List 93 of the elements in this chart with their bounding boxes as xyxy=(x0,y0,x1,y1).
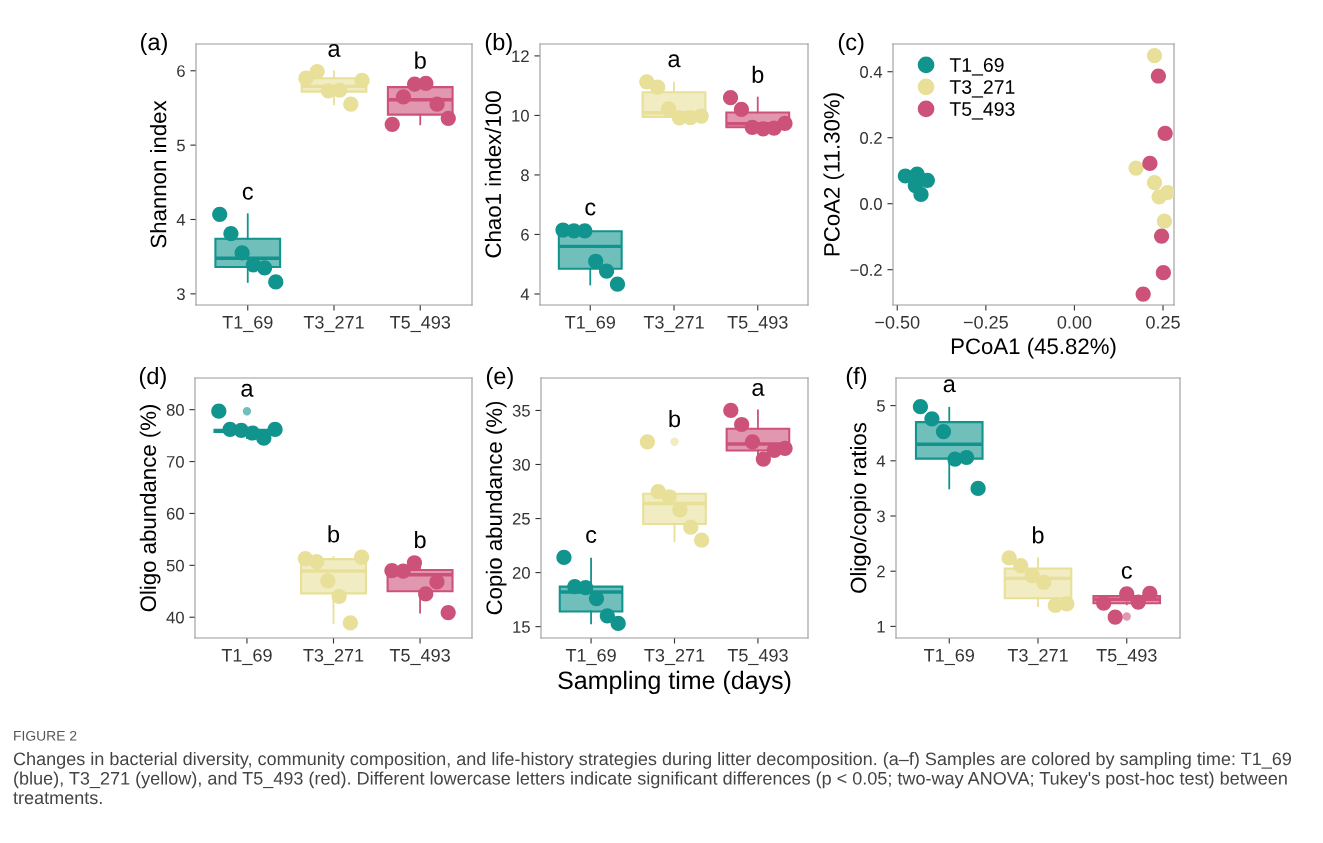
x-tick-label: T5_493 xyxy=(389,648,450,666)
point xyxy=(1128,160,1144,176)
x-tick-label: T5_493 xyxy=(727,648,788,666)
x-tick-label: T3_271 xyxy=(303,648,364,666)
x-tick-label: 0.25 xyxy=(1146,315,1180,329)
y-tick-label: 2 xyxy=(877,565,885,578)
chart-title: (f) xyxy=(846,366,867,389)
x-tick-label: T1_69 xyxy=(565,315,615,333)
y-tick-label: 3 xyxy=(176,288,185,301)
y-tick-label: 3 xyxy=(876,510,885,523)
point xyxy=(1135,286,1151,302)
annotation: c xyxy=(586,530,597,543)
y-axis-title: Shannon index xyxy=(150,100,167,248)
y-tick-label: 10 xyxy=(512,109,529,122)
x-tick-label: −0.50 xyxy=(875,315,920,329)
annotation: a xyxy=(752,383,765,396)
point xyxy=(1157,125,1173,142)
y-axis-title: Copio abundance (%) xyxy=(485,401,507,615)
y-axis-title: PCoA2 (11.30%) xyxy=(823,93,845,256)
x-tick-label: T5_493 xyxy=(727,315,788,333)
chart-title: (e) xyxy=(486,366,513,389)
text: FIGURE 2 xyxy=(14,730,77,741)
legend-label: T1_69 xyxy=(949,58,1004,76)
y-tick-label: 15 xyxy=(513,621,530,633)
annotation: c xyxy=(1121,565,1133,579)
y-tick-label: 20 xyxy=(512,567,530,579)
point xyxy=(1150,68,1167,84)
chart-title: (c) xyxy=(838,33,864,55)
x-tick-label: −0.25 xyxy=(963,315,1008,329)
annotation: b xyxy=(328,525,340,543)
annotation: a xyxy=(943,379,956,393)
x-tick-label: T1_69 xyxy=(221,648,272,666)
y-axis-title: Chao1 index/100 xyxy=(484,91,502,258)
annotation: c xyxy=(242,186,254,200)
annotation: b xyxy=(669,409,681,428)
y-tick-label: 50 xyxy=(166,559,184,572)
x-tick-label: T5_493 xyxy=(1096,648,1157,666)
y-tick-label: 1 xyxy=(877,620,885,633)
x-tick-label: T3_271 xyxy=(1007,648,1068,666)
text: Changes in bacterial diversity, community composition, and life-history strategies during litter decomposition. (a–f) Samples are colored by sampling time: T1_69 (blue), T3_271 (yellow), and T5_493 (red). Different lowercase letters indicate significant differences (p < 0.05; two-way ANOVA; Tukey's post-hoc test) between treatments. xyxy=(13,752,1292,805)
x-tick-label: T3_271 xyxy=(303,315,364,333)
x-axis-title: PCoA1 (45.82%) xyxy=(951,337,1116,359)
point xyxy=(1146,174,1163,191)
legend-label: T5_493 xyxy=(949,102,1015,120)
y-axis-title: Oligo/copio ratios xyxy=(850,422,871,593)
y-tick-label: 5 xyxy=(176,139,185,152)
annotation: a xyxy=(241,383,254,397)
y-tick-label: 0.0 xyxy=(860,198,882,210)
y-tick-label: 60 xyxy=(166,507,184,520)
y-tick-label: 70 xyxy=(166,455,184,468)
y-tick-label: 12 xyxy=(512,50,529,62)
y-tick-label: 4 xyxy=(520,288,530,301)
annotation: b xyxy=(752,65,764,84)
point xyxy=(919,172,935,188)
annotation: c xyxy=(585,202,596,216)
point xyxy=(1155,265,1171,281)
y-tick-label: 4 xyxy=(876,455,886,467)
point xyxy=(1153,228,1170,244)
point xyxy=(1146,47,1163,64)
y-tick-label: 35 xyxy=(512,404,530,417)
y-tick-label: 0.2 xyxy=(860,132,882,144)
chart-title: (d) xyxy=(139,366,166,389)
y-tick-label: 30 xyxy=(512,458,530,471)
point xyxy=(1142,155,1158,172)
x-tick-label: T3_271 xyxy=(644,648,705,666)
annotation: a xyxy=(668,54,681,68)
x-tick-label: T1_69 xyxy=(924,648,974,666)
y-tick-label: 0.4 xyxy=(860,66,883,78)
point xyxy=(1156,213,1173,229)
y-tick-label: 5 xyxy=(876,400,885,412)
y-tick-label: 4 xyxy=(176,214,186,226)
x-axis-title: Sampling time (days) xyxy=(558,670,791,695)
y-tick-label: 40 xyxy=(166,611,184,624)
y-tick-label: 6 xyxy=(177,65,185,77)
legend-label: T3_271 xyxy=(949,80,1015,98)
chart-title: (a) xyxy=(141,33,167,55)
y-tick-label: 8 xyxy=(521,169,529,182)
point xyxy=(913,186,929,203)
x-tick-label: T1_69 xyxy=(222,315,273,333)
annotation: a xyxy=(328,44,341,57)
x-tick-label: 0.00 xyxy=(1057,315,1092,329)
y-tick-label: 80 xyxy=(166,404,184,416)
annotation: b xyxy=(415,530,426,549)
x-tick-label: T3_271 xyxy=(643,315,704,333)
y-tick-label: 25 xyxy=(512,512,530,525)
chart-title: (b) xyxy=(485,33,512,55)
y-axis-title: Oligo abundance (%) xyxy=(139,404,161,612)
x-tick-label: T5_493 xyxy=(390,315,451,333)
annotation: b xyxy=(415,51,426,69)
annotation: b xyxy=(1032,526,1044,544)
y-tick-label: 6 xyxy=(521,228,529,241)
y-tick-label: −0.2 xyxy=(850,264,882,276)
x-tick-label: T1_69 xyxy=(565,648,616,666)
